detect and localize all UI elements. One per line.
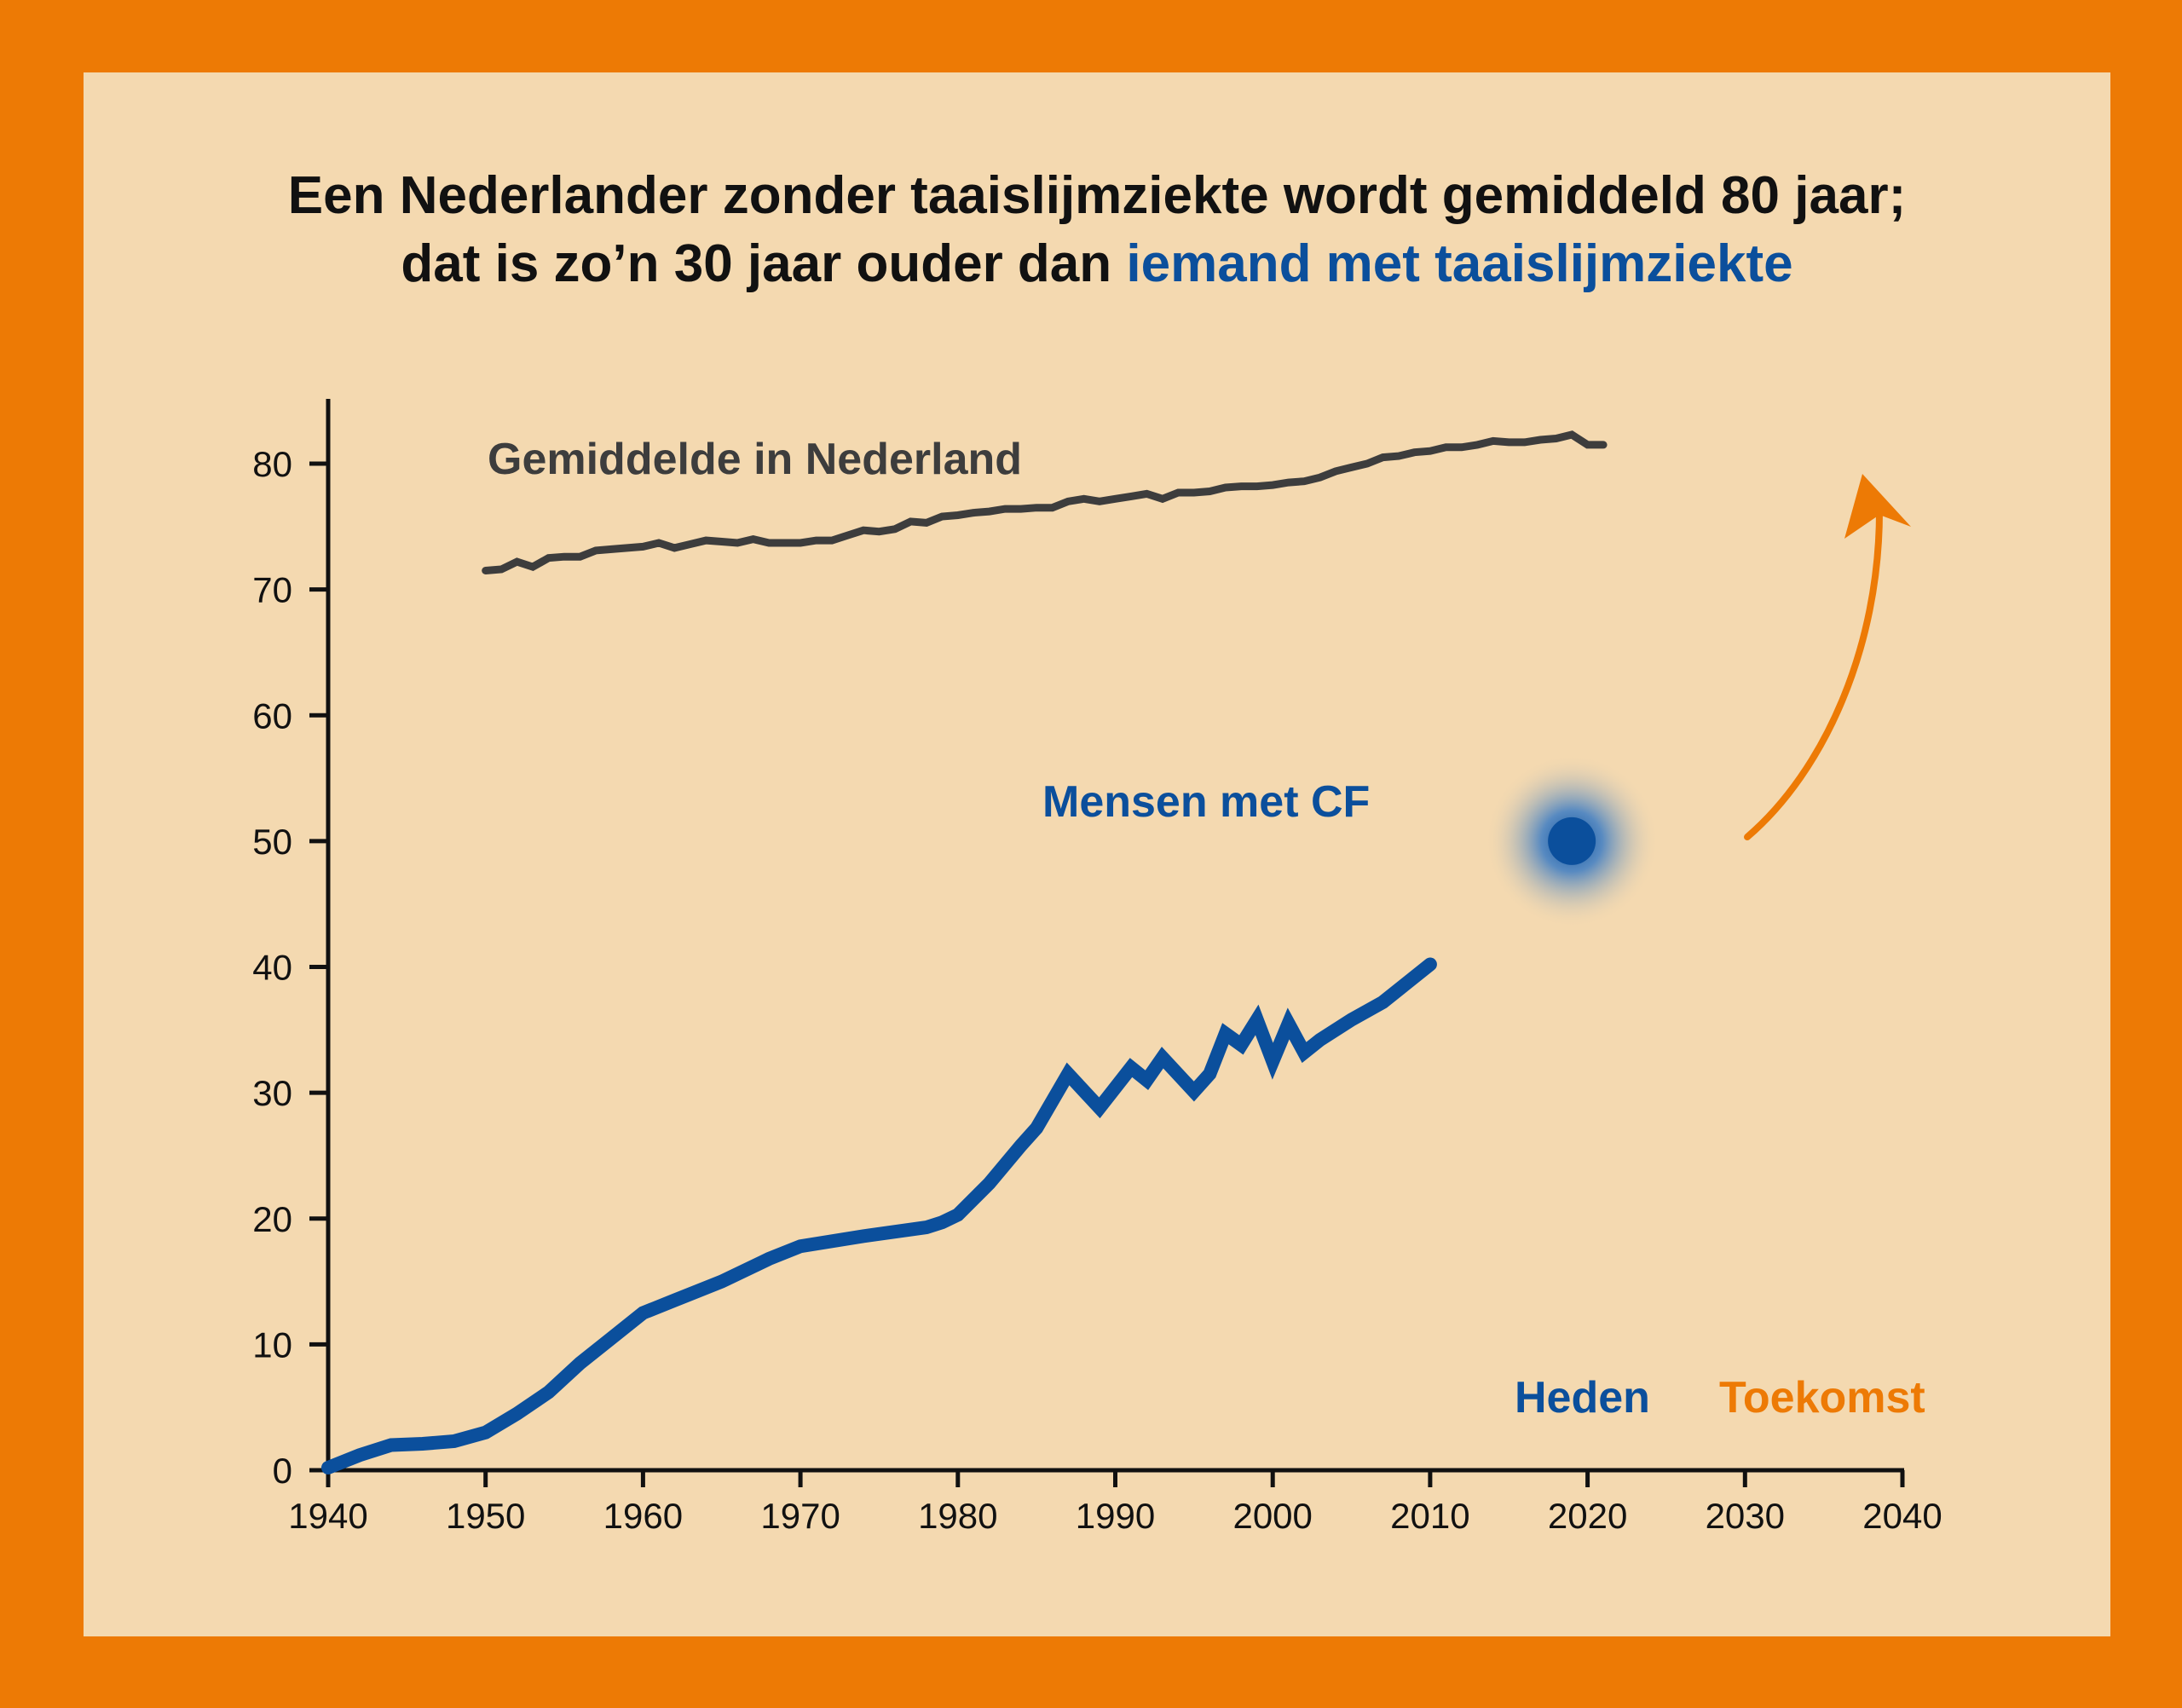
y-tick-label: 80 (252, 444, 292, 484)
chart-title: Een Nederlander zonder taaislijmziekte w… (84, 162, 2110, 298)
x-tick-label: 1980 (918, 1496, 997, 1536)
future-point (1548, 816, 1596, 865)
x-tick-label: 2040 (1862, 1496, 1942, 1536)
future-arrow-shaft (1744, 508, 1883, 840)
y-tick-label: 20 (252, 1199, 292, 1239)
y-tick-label: 10 (252, 1324, 292, 1365)
title-line-2-highlight: iemand met taaislijmziekte (1126, 234, 1793, 293)
future-arrow-head (1844, 474, 1911, 539)
x-tick-label: 2000 (1232, 1496, 1312, 1536)
y-tick-label: 70 (252, 570, 292, 610)
x-tick-label: 2030 (1706, 1496, 1785, 1536)
x-tick-label: 1960 (603, 1496, 683, 1536)
y-tick-label: 0 (273, 1451, 292, 1491)
y-tick-label: 60 (252, 695, 292, 736)
chart-panel: Een Nederlander zonder taaislijmziekte w… (84, 72, 2110, 1636)
y-tick-label: 50 (252, 822, 292, 862)
title-line-2-prefix: dat is zo’n 30 jaar ouder dan (401, 234, 1127, 293)
series-line-nederland (482, 430, 1608, 574)
y-tick-label: 40 (252, 948, 292, 988)
title-line-1: Een Nederlander zonder taaislijmziekte w… (287, 166, 1907, 225)
series-lines (321, 430, 1608, 1474)
label-toekomst: Toekomst (1719, 1373, 1925, 1422)
series-labels: Gemiddelde in Nederland Mensen met CF Hede… (488, 435, 1925, 1422)
x-tick-label: 1940 (288, 1496, 367, 1536)
y-tick-label: 30 (252, 1073, 292, 1113)
label-heden: Heden (1515, 1373, 1650, 1422)
series-line-cf (321, 957, 1437, 1474)
x-tick-label: 1970 (760, 1496, 840, 1536)
title-line-2: dat is zo’n 30 jaar ouder dan iemand met… (84, 230, 2110, 298)
y-ticks: 0 10 20 30 40 50 60 70 80 (252, 444, 328, 1491)
x-ticks: 1940 1950 1960 1970 1980 1990 2000 2010 2020 2030… (288, 1470, 1942, 1536)
future-marker (1485, 474, 1911, 928)
x-tick-label: 1990 (1076, 1496, 1155, 1536)
x-tick-label: 1950 (446, 1496, 525, 1536)
label-nederland: Gemiddelde in Nederland (488, 435, 1022, 484)
x-tick-label: 2020 (1548, 1496, 1627, 1536)
label-cf: Mensen met CF (1042, 777, 1370, 827)
x-tick-label: 2010 (1390, 1496, 1469, 1536)
